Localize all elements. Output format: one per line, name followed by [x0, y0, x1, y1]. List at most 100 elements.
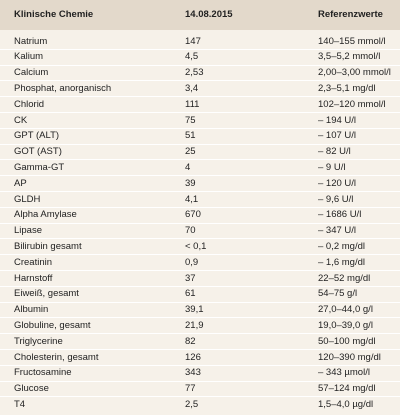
- reference: – 1,6 mg/dl: [318, 256, 365, 268]
- row-separator: [0, 317, 400, 319]
- parameter: Natrium: [14, 35, 48, 47]
- parameter: Gamma-GT: [14, 161, 65, 173]
- parameter: Globuline, gesamt: [14, 319, 91, 331]
- result: 4,5: [185, 51, 199, 63]
- row-separator: [0, 270, 400, 271]
- row-separator: [0, 222, 400, 224]
- row-separator: [0, 127, 400, 129]
- parameter: Lipase: [14, 225, 42, 237]
- parameter: Alpha Amylase: [14, 209, 77, 221]
- parameter: Glucose: [14, 383, 49, 395]
- reference: 2,3–5,1 mg/dl: [318, 82, 376, 94]
- reference: 3,5–5,2 mmol/l: [318, 51, 381, 63]
- reference: 22–52 mg/dl: [318, 272, 371, 284]
- parameter: Calcium: [14, 67, 49, 79]
- reference: 50–100 mg/dl: [318, 335, 376, 347]
- result: 670: [185, 209, 201, 221]
- parameter: Harnstoff: [14, 272, 53, 284]
- reference: 27,0–44,0 g/l: [318, 304, 373, 316]
- reference: 120–390 mg/dl: [318, 351, 381, 363]
- reference: 102–120 mmol/l: [318, 98, 386, 110]
- row-separator: [0, 364, 400, 366]
- parameter: Kalium: [14, 51, 44, 63]
- reference: 1,5–4,0 µg/dl: [318, 398, 374, 410]
- row-separator: [0, 349, 400, 350]
- result: 51: [185, 130, 196, 142]
- row-separator: [0, 48, 400, 50]
- result: 2,5: [185, 398, 199, 410]
- parameter: Cholesterin, gesamt: [14, 351, 99, 363]
- reference: – 82 U/l: [318, 146, 351, 158]
- result: 21,9: [185, 319, 204, 331]
- result: 343: [185, 367, 201, 379]
- parameter: Eiweiß, gesamt: [14, 288, 79, 300]
- parameter: GOT (AST): [14, 146, 62, 158]
- result: 2,53: [185, 67, 204, 79]
- parameter: Chlorid: [14, 98, 45, 110]
- parameter: GPT (ALT): [14, 130, 60, 142]
- row-separator: [0, 285, 400, 287]
- reference: – 9 U/l: [318, 161, 346, 173]
- result: 126: [185, 351, 201, 363]
- parameter: Bilirubin gesamt: [14, 240, 82, 252]
- reference: – 9,6 U/l: [318, 193, 354, 205]
- row-separator: [0, 64, 400, 66]
- result: < 0,1: [185, 240, 207, 252]
- result: 0,9: [185, 256, 199, 268]
- result: 75: [185, 114, 196, 126]
- parameter: Creatinin: [14, 256, 53, 268]
- parameter: Phosphat, anorganisch: [14, 82, 112, 94]
- row-separator: [0, 175, 400, 177]
- result: 37: [185, 272, 196, 284]
- reference: 2,00–3,00 mmol/l: [318, 67, 391, 79]
- row-separator: [0, 301, 400, 303]
- row-separator: [0, 333, 400, 335]
- row-separator: [0, 380, 400, 382]
- row-separator: [0, 143, 400, 145]
- result: 111: [185, 98, 200, 110]
- result: 25: [185, 146, 196, 158]
- parameter: Albumin: [14, 304, 49, 316]
- reference: – 343 µmol/l: [318, 367, 370, 379]
- reference: 57–124 mg/dl: [318, 383, 376, 395]
- result: 147: [185, 35, 201, 47]
- row-separator: [0, 396, 400, 398]
- result: 3,4: [185, 82, 199, 94]
- row-separator: [0, 80, 400, 82]
- header-cell: Klinische Chemie: [14, 9, 94, 20]
- parameter: GLDH: [14, 193, 41, 205]
- row-separator: [0, 112, 400, 113]
- parameter: Fructosamine: [14, 367, 72, 379]
- parameter: CK: [14, 114, 28, 126]
- header-cell: 14.08.2015: [185, 9, 233, 20]
- result: 61: [185, 288, 196, 300]
- parameter: T4: [14, 398, 26, 410]
- reference: – 107 U/l: [318, 130, 357, 142]
- result: 77: [185, 383, 196, 395]
- parameter: Triglycerine: [14, 335, 63, 347]
- result: 4: [185, 161, 191, 173]
- reference: – 0,2 mg/dl: [318, 240, 365, 252]
- reference: 140–155 mmol/l: [318, 35, 386, 47]
- row-separator: [0, 96, 400, 98]
- reference: – 347 U/l: [318, 225, 357, 237]
- reference: 19,0–39,0 g/l: [318, 319, 373, 331]
- row-separator: [0, 206, 400, 208]
- table-header: Klinische Chemie 14.08.2015 Referenzwerte: [0, 0, 400, 30]
- result: 39: [185, 177, 196, 189]
- row-separator: [0, 159, 400, 161]
- reference: – 120 U/l: [318, 177, 357, 189]
- reference: 54–75 g/l: [318, 288, 358, 300]
- row-separator: [0, 191, 400, 192]
- row-separator: [0, 238, 400, 240]
- parameter: AP: [14, 177, 27, 189]
- result: 39,1: [185, 304, 204, 316]
- reference: – 194 U/l: [318, 114, 357, 126]
- result: 82: [185, 335, 196, 347]
- result: 4,1: [185, 193, 199, 205]
- header-cell: Referenzwerte: [318, 9, 383, 20]
- result: 70: [185, 225, 196, 237]
- reference: – 1686 U/l: [318, 209, 362, 221]
- row-separator: [0, 254, 400, 256]
